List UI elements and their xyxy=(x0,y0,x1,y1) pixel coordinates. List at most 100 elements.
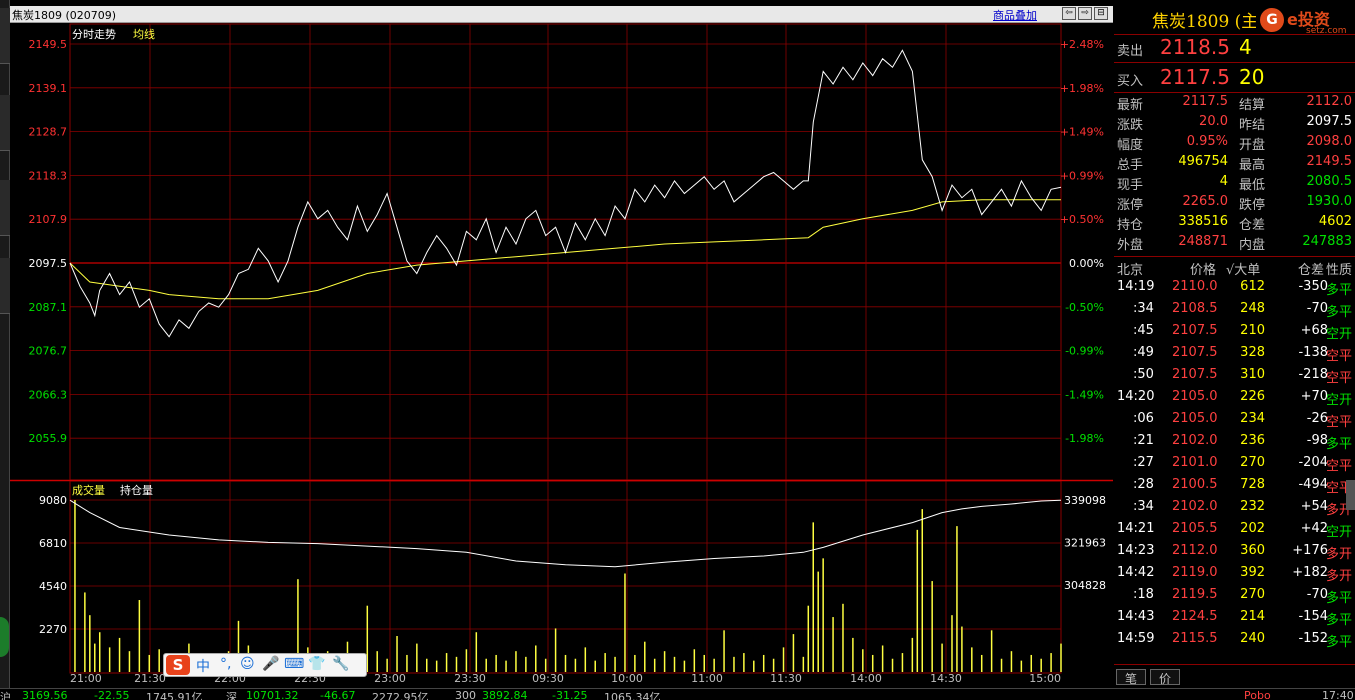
intraday-chart[interactable]: 2149.5 +2.48% 2139.1 +1.98% 2128.7 +1.49% 2118… xyxy=(0,0,1113,690)
tick-volume: 360 xyxy=(1240,543,1265,558)
tab-prices[interactable]: 价 xyxy=(1150,669,1180,686)
tick-oi-change: -494 xyxy=(1298,477,1328,492)
open-interest-line xyxy=(69,499,1062,568)
stat-label: 涨跌 xyxy=(1117,118,1144,133)
tick-time: 14:43 xyxy=(1117,609,1155,624)
tick-oi-change: -154 xyxy=(1298,609,1328,624)
tick-price: 2119.0 xyxy=(1172,565,1218,580)
stat-item: 现手 4 xyxy=(1114,174,1232,194)
layout-toggle-icon[interactable]: ⊟ xyxy=(1094,7,1108,20)
tick-price: 2102.0 xyxy=(1172,499,1218,514)
time-tick-label: 11:00 xyxy=(691,672,723,685)
tick-oi-change: -70 xyxy=(1306,587,1328,602)
ime-keyboard-icon[interactable]: ⌨ xyxy=(284,656,305,672)
status-item: 深 xyxy=(226,691,237,700)
time-tick-label: 09:30 xyxy=(532,672,564,685)
ime-punctuation-icon[interactable]: °, xyxy=(220,656,232,672)
ticks-scrollbar[interactable] xyxy=(1346,480,1355,510)
stat-label: 仓差 xyxy=(1239,218,1266,233)
status-item: -31.25 xyxy=(552,689,588,700)
stat-item: 外盘 248871 xyxy=(1114,234,1232,254)
stat-item: 涨停 2265.0 xyxy=(1114,194,1232,214)
stat-item: 总手 496754 xyxy=(1114,154,1232,174)
tick-volume: 232 xyxy=(1240,499,1265,514)
ime-skin-icon[interactable]: 👕 xyxy=(308,656,326,672)
tick-oi-change: +70 xyxy=(1300,389,1328,404)
tick-time: :21 xyxy=(1133,433,1154,448)
ime-chinese-mode[interactable]: 中 xyxy=(196,659,210,675)
tick-time: 14:23 xyxy=(1117,543,1155,558)
tick-nature: 多开 xyxy=(1325,547,1352,562)
stat-value: 2112.0 xyxy=(1306,94,1353,109)
tick-time: :06 xyxy=(1133,411,1154,426)
tick-price: 2105.0 xyxy=(1172,411,1218,426)
tick-time: :34 xyxy=(1133,301,1154,316)
setz-logo: G e投资 setz.com xyxy=(1256,6,1355,38)
next-arrow-icon[interactable]: ⇨ xyxy=(1078,7,1092,20)
tick-volume: 392 xyxy=(1240,565,1265,580)
overlay-commodity-link[interactable]: 商品叠加 xyxy=(993,9,1037,22)
tick-oi-change: -70 xyxy=(1306,301,1328,316)
ticks-header-bigorder[interactable]: √大单 xyxy=(1226,263,1261,278)
tick-time: 14:59 xyxy=(1117,631,1155,646)
tick-row: :06 2105.0 234 -26 空平 xyxy=(1114,409,1355,431)
stat-value: 338516 xyxy=(1178,214,1228,229)
status-item: 10701.32 xyxy=(246,689,299,700)
status-item: Pobo xyxy=(1244,689,1271,700)
left-tab[interactable] xyxy=(0,8,10,64)
price-tick-label: 2076.7 xyxy=(29,345,68,358)
tick-time: 14:19 xyxy=(1117,279,1155,294)
stat-label: 现手 xyxy=(1117,178,1144,193)
price-tick-label: 2139.1 xyxy=(29,82,68,95)
tick-nature: 空开 xyxy=(1325,327,1352,342)
pct-tick-label: +1.98% xyxy=(1060,82,1104,95)
tick-nature: 空开 xyxy=(1325,393,1352,408)
tick-oi-change: -350 xyxy=(1298,279,1328,294)
tick-nature: 空平 xyxy=(1325,415,1352,430)
volume-bars xyxy=(74,500,1062,672)
tick-oi-change: +176 xyxy=(1292,543,1328,558)
prev-arrow-icon[interactable]: ⇦ xyxy=(1062,7,1076,20)
divider xyxy=(1114,62,1355,63)
left-tab[interactable] xyxy=(0,95,10,151)
status-item: 1745.91亿 xyxy=(146,691,203,700)
tick-row: :34 2102.0 232 +54 多开 xyxy=(1114,497,1355,519)
ime-voice-icon[interactable]: 🎤 xyxy=(262,656,280,672)
left-tab[interactable] xyxy=(0,180,10,236)
ime-settings-icon[interactable]: 🔧 xyxy=(332,656,350,672)
tick-price: 2101.0 xyxy=(1172,455,1218,470)
tick-row: 14:23 2112.0 360 +176 多开 xyxy=(1114,541,1355,563)
left-tab[interactable] xyxy=(0,258,10,314)
ask-label: 卖出 xyxy=(1117,44,1144,59)
stat-value: 247883 xyxy=(1302,234,1352,249)
ticks-header-time: 北京 xyxy=(1117,263,1144,278)
symbol-name: 焦炭1809 (主力 xyxy=(1152,12,1276,32)
stat-item: 内盘 247883 xyxy=(1236,234,1352,254)
stat-label: 昨结 xyxy=(1239,118,1266,133)
volume-tick-label: 4540 xyxy=(39,580,67,593)
chart-title: 焦炭1809 (020709) xyxy=(12,9,117,22)
stat-label: 持仓 xyxy=(1117,218,1144,233)
tick-price: 2108.5 xyxy=(1172,301,1218,316)
tick-time: :28 xyxy=(1133,477,1154,492)
price-tick-label: 2097.5 xyxy=(29,257,68,270)
bid-label: 买入 xyxy=(1117,74,1144,89)
ime-logo-icon[interactable]: S xyxy=(166,655,190,675)
tick-row: :34 2108.5 248 -70 多平 xyxy=(1114,299,1355,321)
tick-nature: 多平 xyxy=(1325,591,1352,606)
tick-time: :50 xyxy=(1133,367,1154,382)
tick-volume: 202 xyxy=(1240,521,1265,536)
stat-label: 开盘 xyxy=(1239,138,1266,153)
status-item: 300 xyxy=(455,689,476,700)
chart-grid xyxy=(10,23,1113,674)
avg-line-label: 均线 xyxy=(133,27,155,41)
tick-nature: 多平 xyxy=(1325,437,1352,452)
tick-row: :21 2102.0 236 -98 多平 xyxy=(1114,431,1355,453)
tick-nature: 空平 xyxy=(1325,371,1352,386)
side-launch-button[interactable] xyxy=(0,617,9,657)
tick-oi-change: -138 xyxy=(1298,345,1328,360)
price-tick-label: 2128.7 xyxy=(29,126,68,139)
ime-emoji-icon[interactable]: ☺ xyxy=(240,656,255,672)
stat-label: 结算 xyxy=(1239,98,1266,113)
tab-trades[interactable]: 笔 xyxy=(1116,669,1146,686)
